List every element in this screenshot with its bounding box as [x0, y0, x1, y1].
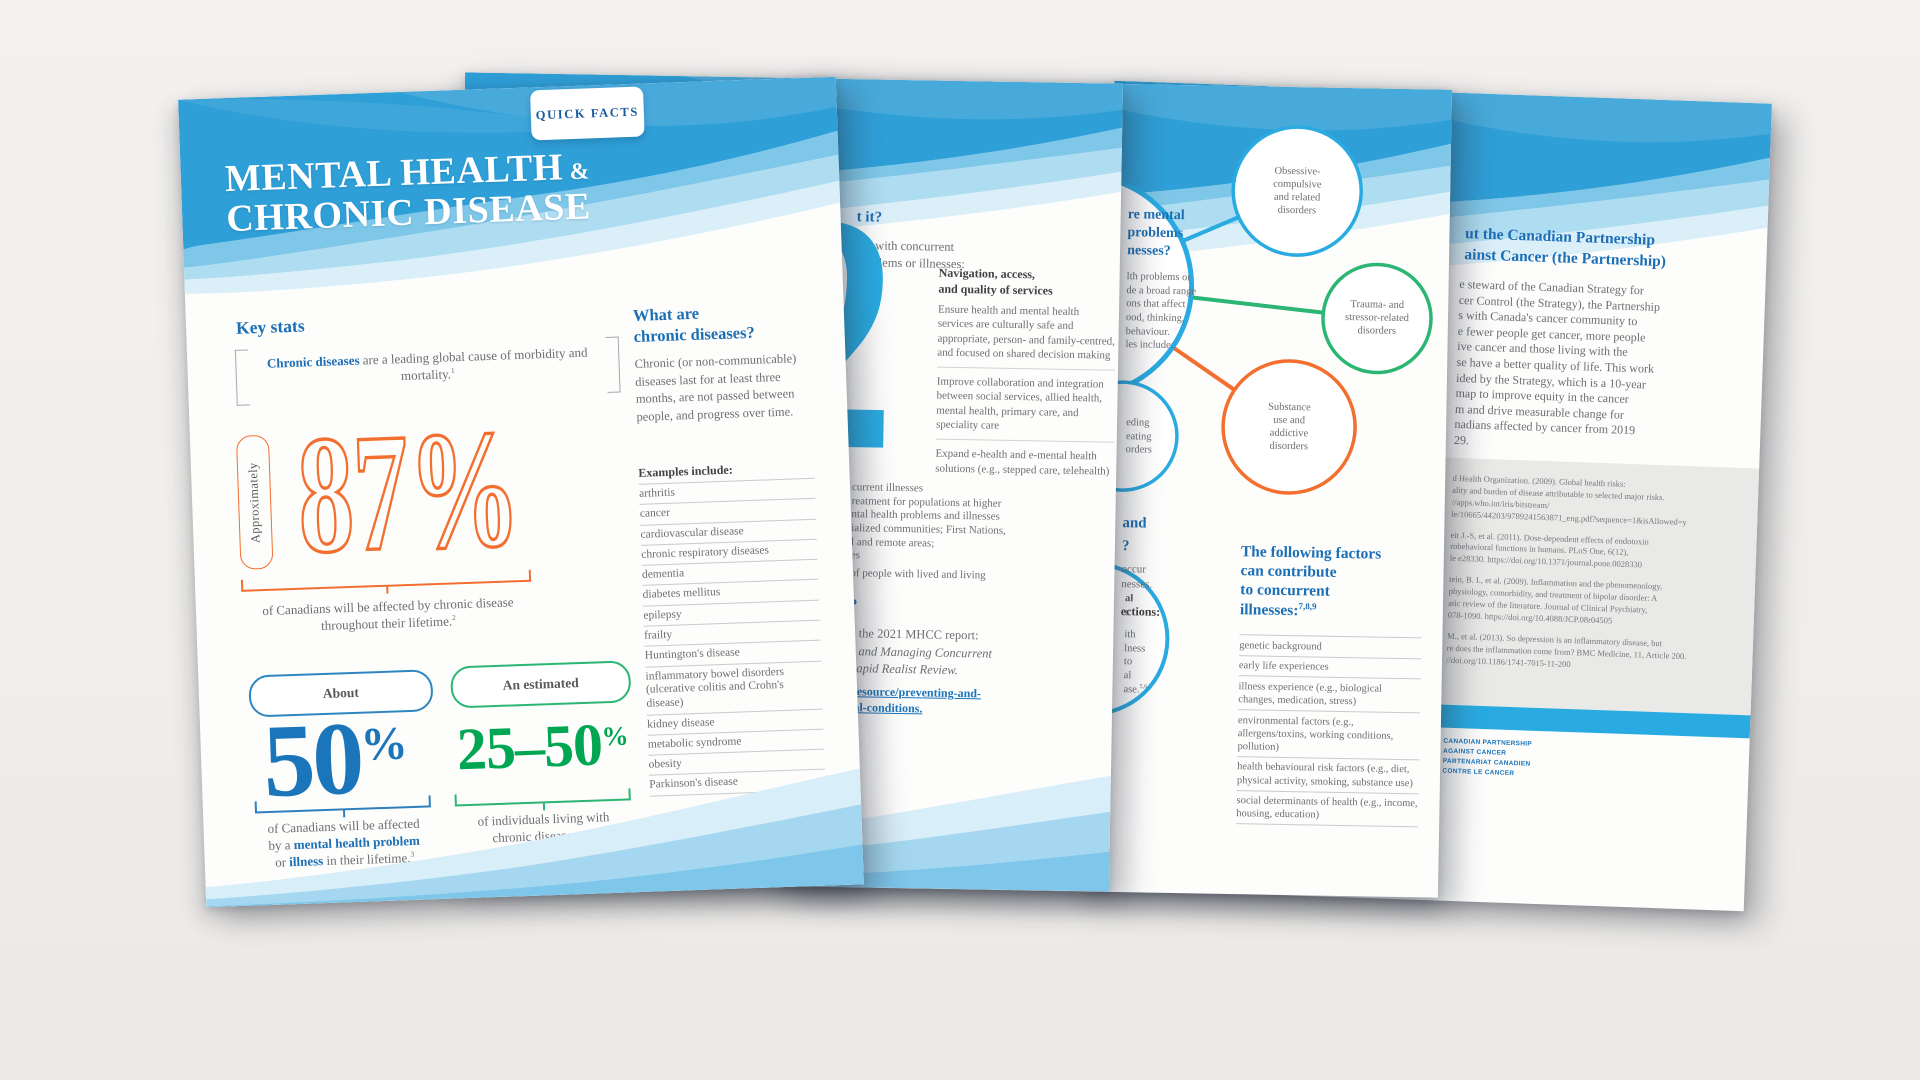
substance-circle-label: Substance use and addictive disorders — [1268, 401, 1311, 453]
service-item: Improve collaboration and integration be… — [935, 366, 1116, 436]
feeding-circle-fragment: eding eating orders — [1125, 417, 1153, 456]
connector-line — [1190, 295, 1324, 315]
cut-text-fragment-last: of people with lived and living — [850, 567, 986, 582]
reference-item: tein, B. I., et al. (2009). Inflammation… — [1447, 573, 1663, 626]
stat-circle-body-fragment: ith lness to al ase.5,6 — [1123, 628, 1148, 697]
estimated-pill: An estimated — [450, 660, 632, 709]
service-items: Ensure health and mental health services… — [935, 303, 1116, 479]
lead-stat-text: Chronic diseases are a leading global ca… — [266, 344, 588, 384]
partnership-logo: CANADIAN PARTNERSHIP AGAINST CANCER PART… — [1442, 737, 1533, 778]
trauma-circle-label: Trauma- and stressor-related disorders — [1344, 299, 1410, 337]
obsessive-circle-label: Obsessive- compulsive and related disord… — [1273, 165, 1322, 217]
report-title-fragment: g and Managing Concurrent Rapid Realist … — [848, 644, 993, 678]
bracket-left — [234, 349, 250, 406]
hub-body-fragment: lth problems or de a broad range ons tha… — [1125, 271, 1197, 352]
factor-item: health behavioural risk factors (e.g., d… — [1236, 756, 1420, 793]
stat-87-caption: of Canadians will be affected by chronic… — [262, 594, 514, 633]
reference-item: eit J.-S, et al. (2011). Dose-dependent … — [1449, 529, 1650, 570]
hub-heading-fragment: re mental problems nesses? — [1127, 207, 1185, 260]
list-item: inflammatory bowel disorders (ulcerative… — [645, 660, 823, 715]
question-body-fragment: occur nesses. — [1121, 563, 1153, 592]
chronic-heading-line2: chronic diseases? — [633, 322, 756, 346]
cut-text-fragment: current illnesses reatment for populatio… — [850, 481, 1006, 562]
service-item: Ensure health and mental health services… — [937, 303, 1116, 362]
substance-circle — [1221, 359, 1357, 495]
svg-text:87%: 87% — [295, 418, 523, 570]
factor-item: illness experience (e.g., biological cha… — [1238, 675, 1421, 713]
factors-list: genetic background early life experience… — [1236, 634, 1422, 828]
references: d Health Organization. (2009). Global he… — [1446, 473, 1743, 676]
examples-label: Examples include: — [638, 462, 733, 480]
approximately-label: Approximately — [235, 434, 274, 570]
stat-87-bracket — [240, 567, 532, 594]
lead-stat: Chronic diseases are a leading global ca… — [234, 336, 621, 406]
ampersand: & — [562, 158, 591, 186]
page-title: MENTAL HEALTH & CHRONIC DISEASE — [224, 146, 592, 239]
factor-item: social determinants of health (e.g., inc… — [1236, 789, 1419, 828]
report-line-fragment: n the 2021 MHCC report: — [849, 626, 979, 643]
chronic-diseases-heading: What are chronic diseases? — [633, 302, 756, 347]
wave-footer — [205, 768, 864, 908]
reference-item: d Health Organization. (2009). Global he… — [1451, 472, 1687, 527]
service-card-title: Navigation, access, and quality of servi… — [938, 265, 1053, 298]
connector-line — [1181, 215, 1240, 243]
question-heading-fragment: and ? — [1121, 515, 1147, 554]
factors-heading-lines: The following factors can contribute to … — [1240, 543, 1382, 601]
chronic-diseases-body: Chronic (or non-communicable) diseases l… — [634, 351, 797, 424]
stat-circle-lines: ith lness to al — [1123, 629, 1146, 682]
quick-facts-badge: QUICK FACTS — [529, 86, 645, 141]
about-partnership-body: e steward of the Canadian Strategy for c… — [1453, 276, 1661, 448]
bracket-right — [605, 336, 621, 393]
quick-facts-label: QUICK FACTS — [535, 104, 640, 122]
stat-circle-bold-fragment: al s — [1124, 593, 1134, 618]
report-link[interactable]: /resource/preventing-and- cal-conditions… — [847, 684, 982, 716]
stat-87-value: 87% — [293, 418, 525, 570]
about-partnership-heading: ut the Canadian Partnership ainst Cancer… — [1464, 225, 1667, 271]
page-1: QUICK FACTS MENTAL HEALTH & CHRONIC DISE… — [178, 76, 864, 908]
stat-circle-lastline: ase.5,6 — [1123, 683, 1148, 696]
obsessive-circle — [1231, 125, 1363, 257]
key-stats-heading: Key stats — [235, 315, 305, 338]
stat-2550-value: 25–50% — [455, 711, 630, 783]
service-item: Expand e-health and e-mental health solu… — [935, 438, 1114, 479]
factors-heading-last: illnesses:7,8,9 — [1239, 600, 1317, 619]
factor-item: environmental factors (e.g., allergens/t… — [1237, 709, 1421, 760]
examples-list: arthritis cancer cardiovascular disease … — [638, 477, 826, 797]
connector-line — [1171, 345, 1236, 392]
trauma-circle — [1321, 262, 1433, 375]
factors-heading: The following factors can contribute to … — [1240, 542, 1441, 622]
